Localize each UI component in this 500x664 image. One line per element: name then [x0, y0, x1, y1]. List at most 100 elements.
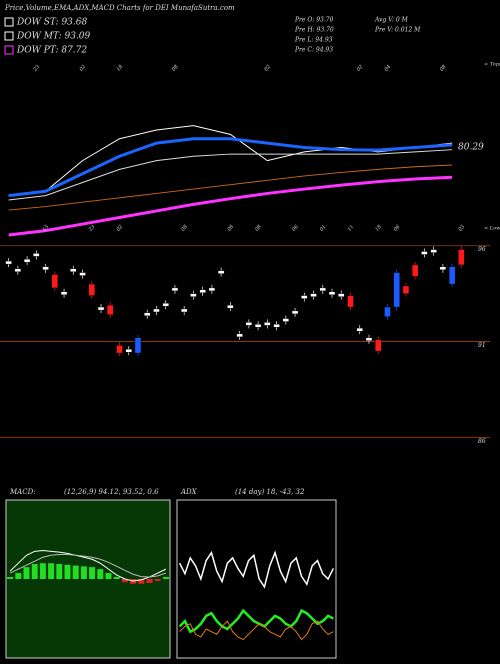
x-tick-label: 02	[79, 64, 88, 73]
x-tick-label: 15	[42, 224, 51, 233]
x-tick-label: 02	[263, 64, 272, 73]
series-line	[8, 125, 453, 197]
x-tick-label: 01	[319, 224, 328, 233]
candle-body	[375, 339, 382, 352]
candle-body	[125, 349, 132, 353]
candle-body	[439, 266, 447, 271]
candle-body	[458, 249, 465, 266]
x-tick-label: 08	[254, 224, 263, 233]
histogram-bar	[154, 579, 161, 581]
x-tick-label: 02	[116, 224, 125, 233]
histogram-bar	[23, 567, 30, 579]
x-tick-label: 08	[439, 64, 448, 73]
candle-body	[70, 268, 77, 272]
panel-background	[176, 499, 337, 659]
histogram-bar	[31, 563, 38, 579]
x-tick-label: 18	[116, 64, 125, 73]
info-text: Avg V: 0 M	[374, 17, 409, 24]
histogram-bar	[39, 563, 46, 579]
series-line	[9, 550, 167, 582]
candle-body	[23, 258, 31, 263]
x-tick-label: 06	[393, 223, 402, 232]
annotation: < Tops	[484, 62, 500, 68]
candle-body	[430, 249, 437, 253]
candle-body	[301, 295, 308, 299]
candle-body	[227, 304, 234, 309]
histogram-bar	[48, 563, 55, 579]
info-text: Pre O: 93.70	[294, 17, 334, 24]
x-tick-label: 02	[356, 64, 365, 73]
series-line	[178, 608, 334, 634]
candle-body	[60, 291, 68, 295]
candle-body	[402, 285, 410, 294]
candle-body	[347, 295, 354, 308]
y-tick-label: 96	[478, 246, 486, 253]
panel-subtitle: (14 day) 18, -43, 32	[235, 488, 305, 496]
x-tick-label: 06	[291, 223, 300, 232]
info-text: Pre V: 0.012 M	[374, 27, 421, 34]
x-tick-label: 18	[374, 224, 383, 233]
x-tick-label: 23	[87, 224, 96, 234]
candle-body	[421, 251, 428, 255]
candle-body	[171, 287, 179, 292]
y-tick-label: 86	[478, 438, 486, 445]
candle-body	[217, 270, 225, 274]
series-line	[8, 137, 453, 198]
series-line	[178, 550, 335, 589]
legend-swatch	[4, 45, 14, 55]
candle-body	[144, 312, 151, 317]
legend-label: DOW ST: 93.68	[16, 18, 87, 28]
y-tick-label: 91	[478, 342, 486, 349]
page-title: Price,Volume,EMA,ADX,MACD Charts for DEI…	[4, 4, 235, 12]
panel-subtitle: (12,26,9) 94.12, 93.52, 0.6	[64, 488, 159, 496]
legend-label: DOW MT: 93.09	[16, 32, 91, 42]
info-text: Pre L: 94.93	[294, 37, 333, 44]
candle-body	[42, 266, 49, 271]
annotation: < Lows	[484, 226, 500, 232]
candle-body	[51, 274, 59, 289]
candle-body	[310, 293, 317, 297]
legend-label: DOW PT: 87.72	[16, 46, 87, 56]
candle-body	[134, 337, 142, 354]
candle-body	[116, 345, 123, 354]
histogram-bar	[121, 579, 128, 583]
candle-body	[5, 260, 12, 265]
candle-body	[273, 324, 280, 328]
candle-body	[88, 283, 95, 296]
series-line	[179, 620, 334, 641]
histogram-bar	[72, 565, 79, 579]
candle-body	[365, 337, 373, 341]
x-tick-label: 08	[171, 64, 180, 73]
candle-body	[245, 322, 253, 326]
panel-title: MACD:	[9, 488, 36, 496]
candle-body	[107, 304, 114, 315]
annotation: 80.29	[458, 143, 484, 153]
candle-body	[180, 308, 188, 313]
histogram-bar	[113, 577, 120, 579]
series-line	[8, 149, 453, 201]
histogram-bar	[89, 567, 96, 579]
candle-body	[291, 310, 299, 315]
x-tick-label: 04	[383, 64, 392, 73]
x-tick-label: 23	[32, 64, 41, 74]
histogram-bar	[138, 579, 145, 584]
candle-body	[162, 303, 169, 307]
histogram-bar	[105, 573, 112, 579]
x-tick-label: 08	[226, 224, 235, 233]
legend-swatch	[4, 31, 14, 41]
histogram-bar	[56, 563, 63, 579]
candle-body	[236, 333, 243, 338]
info-text: Pre C: 94.93	[294, 47, 333, 54]
candle-body	[356, 327, 363, 332]
panel-background	[5, 499, 171, 659]
legend-swatch	[4, 17, 14, 27]
x-tick-label: 03	[457, 224, 466, 233]
candle-body	[448, 266, 456, 285]
histogram-bar	[64, 564, 71, 579]
histogram-bar	[146, 579, 153, 583]
histogram-bar	[15, 573, 22, 579]
x-tick-label: 08	[180, 224, 189, 233]
series-line	[8, 164, 453, 211]
